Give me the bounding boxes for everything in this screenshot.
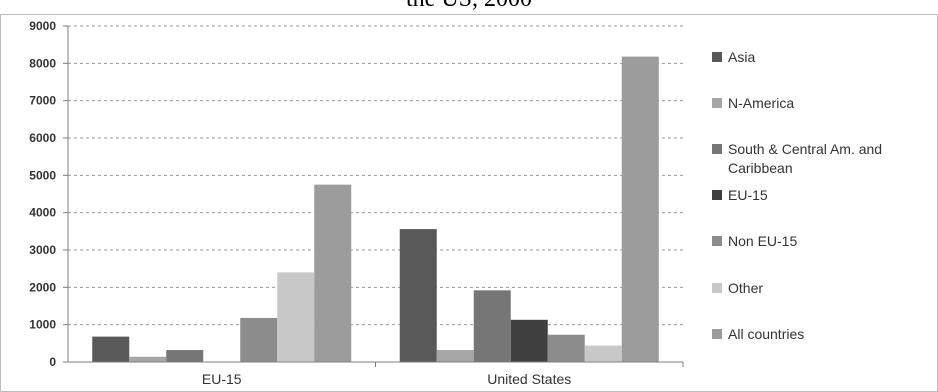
y-axis: 0 1000 2000 3000 4000 5000 6000 7000 8000 9000 — [29, 19, 69, 369]
legend-swatch — [712, 98, 722, 108]
legend-label-cont: Caribbean — [728, 160, 793, 176]
y-tick-label: 3000 — [29, 243, 56, 257]
legend-swatch — [712, 329, 722, 339]
bar-eu-15-united-states — [510, 319, 548, 362]
bar-asia-united-states — [399, 229, 437, 362]
bar-non-eu-15-united-states — [547, 334, 585, 362]
legend-swatch — [712, 52, 722, 62]
bar-all-countries-united-states — [621, 56, 659, 362]
y-tick-label: 4000 — [29, 206, 56, 220]
legend-swatch — [712, 236, 722, 246]
legend-swatch — [712, 283, 722, 293]
y-tick-label: 6000 — [29, 131, 56, 145]
y-tick-label: 7000 — [29, 94, 56, 108]
y-tick-label: 2000 — [29, 280, 56, 294]
bar-south-central-am-and-caribbean-united-states — [473, 290, 511, 362]
y-tick-label: 0 — [49, 355, 56, 369]
y-tick-label: 5000 — [29, 168, 56, 182]
x-category-label: United States — [487, 371, 571, 387]
x-category-label: EU-15 — [202, 371, 242, 387]
legend-swatch — [712, 190, 722, 200]
legend-label: South & Central Am. and — [728, 141, 882, 157]
y-tick-label: 1000 — [29, 318, 56, 332]
bar-n-america-eu-15 — [129, 356, 167, 362]
legend-label: All countries — [728, 326, 804, 342]
legend-label: Asia — [728, 49, 755, 65]
x-axis: EU-15 United States — [68, 361, 684, 387]
y-tick-label: 9000 — [29, 19, 56, 33]
legend: Asia N-America South & Central Am. and Cari… — [712, 49, 882, 342]
legend-label: Other — [728, 280, 763, 296]
gridlines — [68, 25, 683, 326]
bar-all-countries-eu-15 — [314, 184, 352, 362]
bar-non-eu-15-eu-15 — [240, 317, 278, 362]
legend-label: N-America — [728, 95, 794, 111]
bars — [92, 56, 659, 362]
bar-asia-eu-15 — [92, 336, 130, 362]
bar-other-eu-15 — [277, 272, 315, 362]
legend-label: Non EU-15 — [728, 233, 797, 249]
bar-south-central-am-and-caribbean-eu-15 — [166, 350, 204, 362]
chart-title: the US, 2000 — [0, 0, 938, 16]
bar-other-united-states — [584, 345, 622, 362]
bar-n-america-united-states — [436, 350, 474, 362]
y-tick-label: 8000 — [29, 56, 56, 70]
legend-swatch — [712, 144, 722, 154]
legend-label: EU-15 — [728, 187, 768, 203]
